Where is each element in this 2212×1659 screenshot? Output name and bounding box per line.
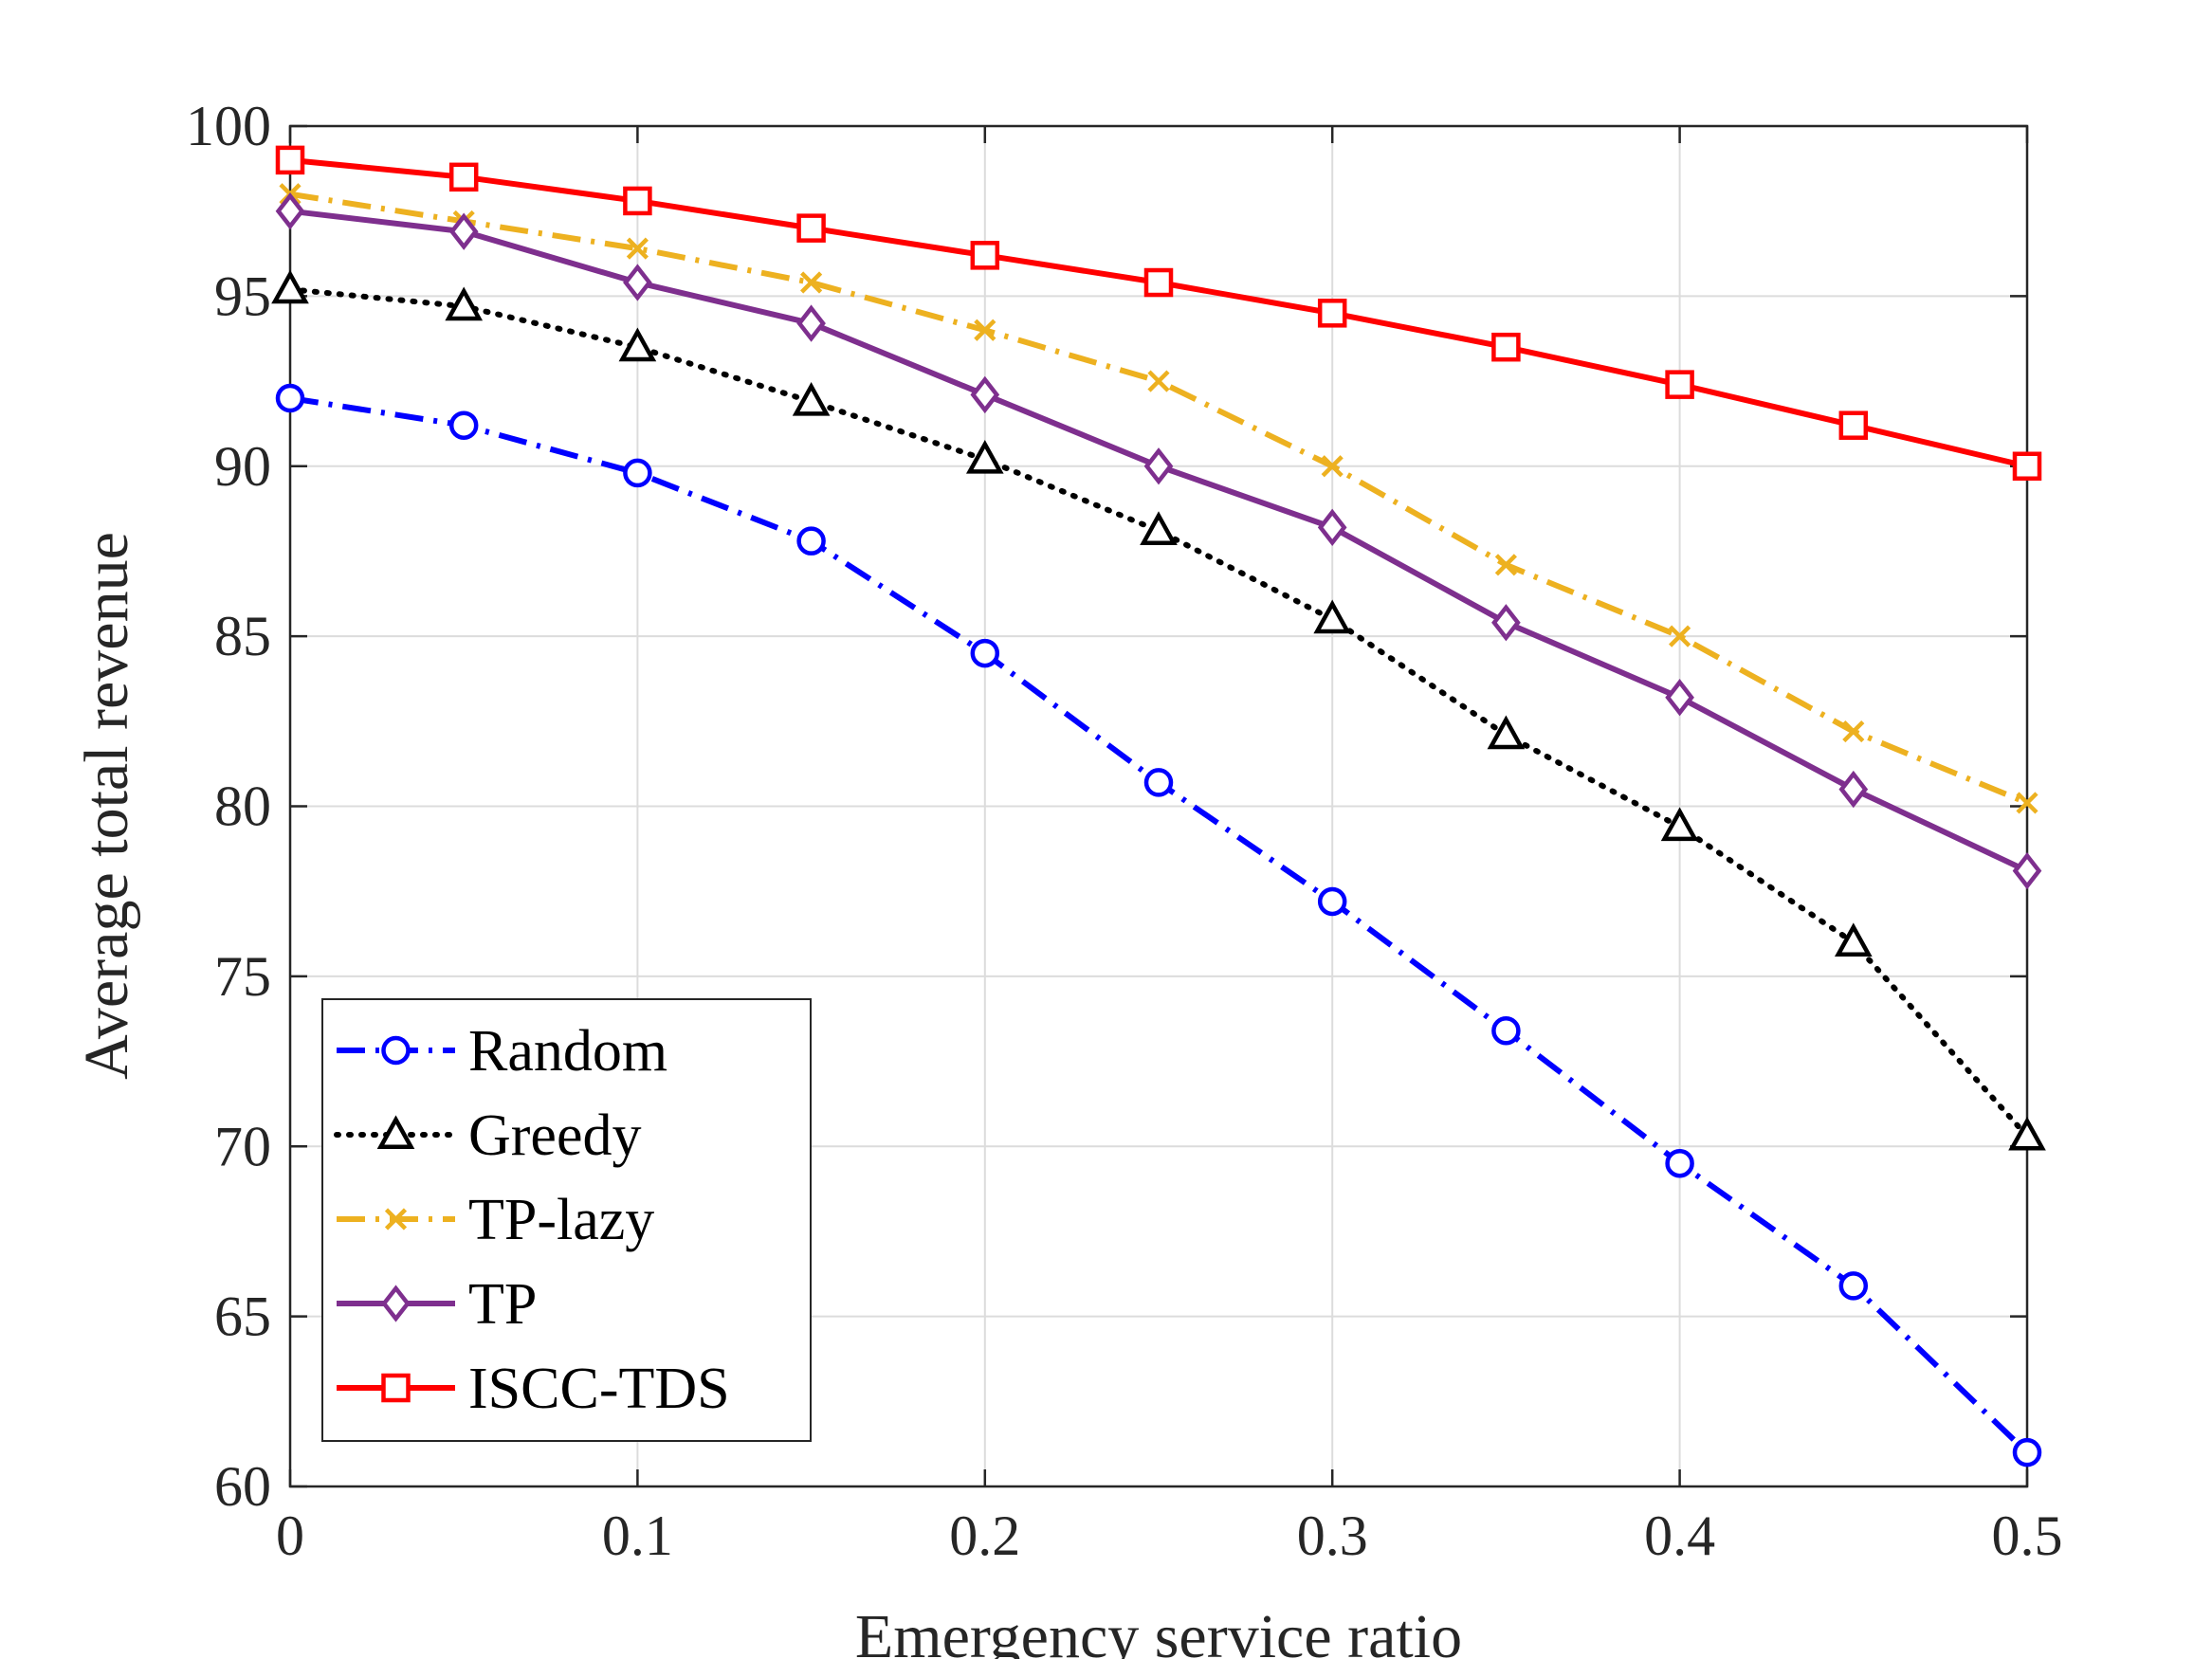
data-point-greedy	[792, 381, 831, 416]
legend-marker-random	[381, 1035, 411, 1066]
data-point-random	[275, 383, 305, 413]
data-point-random	[2012, 1437, 2042, 1468]
data-point-iscc-tds	[275, 145, 305, 175]
data-point-greedy	[2008, 1116, 2046, 1151]
data-point-greedy	[445, 286, 484, 321]
x-tick-label: 0.4	[1644, 1504, 1715, 1567]
data-point-random	[1317, 886, 1347, 917]
legend-label-iscc-tds: ISCC-TDS	[468, 1357, 730, 1421]
data-point-tp	[1317, 508, 1347, 546]
data-point-tp	[275, 192, 305, 230]
data-point-tp-lazy	[1147, 370, 1170, 392]
y-tick-label: 90	[214, 435, 271, 498]
series-tp-lazy	[279, 183, 2038, 814]
data-point-tp	[448, 212, 479, 250]
data-point-tp-lazy	[1494, 554, 1517, 576]
data-point-random	[448, 410, 479, 440]
legend-label-random: Random	[468, 1019, 667, 1084]
legend-marker-iscc-tds	[381, 1373, 411, 1403]
x-tick-label: 0	[276, 1504, 304, 1567]
data-point-random	[796, 526, 826, 556]
data-point-tp-lazy	[974, 319, 996, 341]
data-point-tp	[1838, 770, 1869, 809]
data-point-tp-lazy	[800, 271, 823, 294]
data-point-greedy	[1834, 922, 1873, 957]
data-point-tp-lazy	[1842, 720, 1865, 743]
legend-item-iscc-tds: ISCC-TDS	[337, 1357, 730, 1421]
series-random	[275, 383, 2042, 1468]
legend-marker-tp-lazy	[384, 1208, 408, 1231]
data-point-tp-lazy	[2016, 792, 2038, 814]
data-point-random	[1491, 1016, 1521, 1046]
data-point-greedy	[1140, 511, 1178, 545]
data-point-random	[1143, 768, 1174, 797]
legend-marker-tp	[381, 1285, 411, 1322]
data-point-iscc-tds	[1838, 410, 1869, 440]
data-point-iscc-tds	[448, 162, 479, 192]
series-line-greedy	[287, 286, 2030, 1139]
legend-item-tp-lazy: TP-lazy	[337, 1188, 654, 1252]
data-point-tp-lazy	[626, 237, 649, 260]
data-point-greedy	[1313, 599, 1352, 634]
y-tick-label: 60	[214, 1455, 271, 1518]
legend-label-tp: TP	[468, 1272, 537, 1337]
y-tick-label: 95	[214, 264, 271, 327]
data-point-greedy	[271, 269, 309, 304]
series-iscc-tds	[275, 145, 2042, 481]
ticks: 0 0.1 0.2 0.3 0.4 0.5 60 65 70 75 80 85 90 95 100	[186, 95, 2063, 1567]
data-point-greedy	[1487, 715, 1526, 750]
legend-label-greedy: Greedy	[468, 1103, 641, 1168]
series-tp	[275, 192, 2042, 890]
data-point-iscc-tds	[1665, 370, 1694, 399]
data-point-tp-lazy	[1669, 625, 1691, 647]
y-tick-label: 75	[214, 945, 271, 1008]
data-point-tp	[1143, 447, 1174, 485]
y-tick-label: 65	[214, 1285, 271, 1348]
legend-item-random: Random	[337, 1019, 667, 1084]
data-point-random	[1838, 1271, 1869, 1301]
data-point-iscc-tds	[970, 241, 1000, 270]
data-point-iscc-tds	[1317, 299, 1347, 328]
y-tick-label: 85	[214, 605, 271, 667]
data-point-iscc-tds	[623, 186, 652, 216]
data-point-tp	[1491, 604, 1521, 642]
data-point-greedy	[618, 327, 657, 362]
data-point-random	[970, 638, 1000, 668]
x-axis-label: Emergency service ratio	[855, 1602, 1462, 1659]
legend-marker-greedy	[376, 1115, 415, 1150]
data-point-tp	[1665, 679, 1694, 717]
data-point-tp	[796, 304, 826, 342]
series-greedy	[271, 269, 2046, 1151]
y-tick-label: 70	[214, 1115, 271, 1177]
series-layer	[271, 145, 2046, 1468]
y-tick-label: 80	[214, 775, 271, 838]
data-point-greedy	[965, 439, 1004, 474]
x-tick-label: 0.5	[1992, 1504, 2063, 1567]
y-axis-label: Average total revenue	[72, 532, 141, 1080]
data-point-iscc-tds	[1143, 267, 1174, 298]
x-tick-label: 0.2	[949, 1504, 1020, 1567]
data-point-iscc-tds	[2012, 451, 2042, 481]
data-point-tp	[2012, 852, 2042, 890]
data-point-tp-lazy	[1321, 455, 1344, 478]
data-point-tp	[970, 375, 1000, 414]
data-point-iscc-tds	[1491, 332, 1521, 362]
data-point-random	[1665, 1148, 1694, 1178]
x-tick-label: 0.3	[1297, 1504, 1368, 1567]
data-point-iscc-tds	[796, 213, 826, 243]
data-point-random	[623, 458, 652, 488]
legend-label-tp-lazy: TP-lazy	[468, 1188, 654, 1252]
x-tick-label: 0.1	[602, 1504, 673, 1567]
legend: Random Greedy TP-lazy TP ISCC-TDS	[321, 998, 812, 1442]
legend-item-tp: TP	[337, 1272, 537, 1337]
legend-item-greedy: Greedy	[334, 1103, 641, 1168]
y-tick-label: 100	[186, 95, 271, 157]
data-point-greedy	[1660, 807, 1699, 842]
data-point-tp	[623, 264, 652, 301]
